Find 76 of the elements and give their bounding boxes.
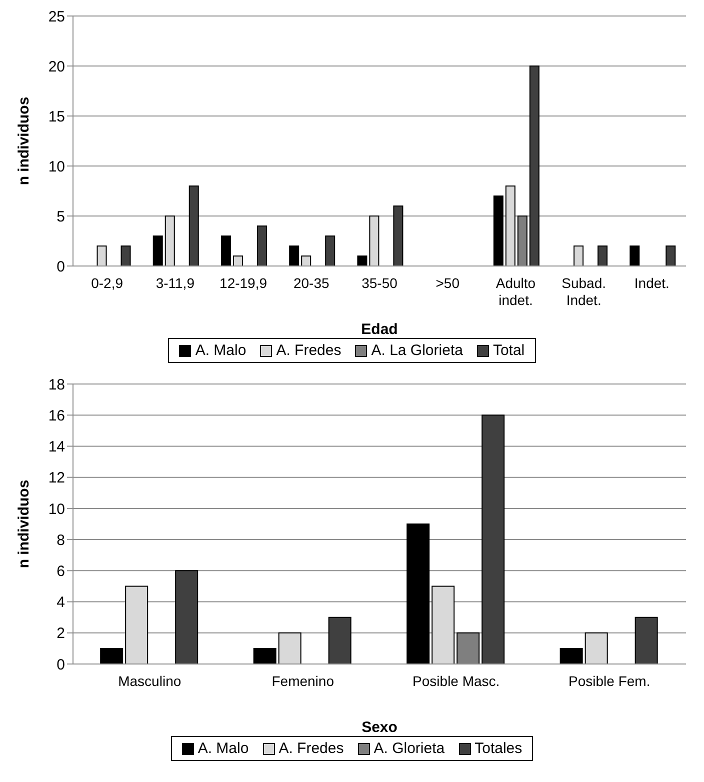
bar	[432, 586, 455, 664]
bar	[175, 570, 198, 664]
x-axis-title: Sexo	[362, 719, 398, 736]
legend-label: A. Glorieta	[372, 740, 445, 757]
x-axis-title: Edad	[361, 321, 398, 338]
bar	[256, 226, 267, 266]
legend-label: A. Malo	[194, 342, 246, 359]
legend-label: Total	[492, 342, 525, 359]
y-tick-label: 6	[56, 562, 65, 580]
bar	[125, 586, 148, 664]
bar	[517, 216, 528, 266]
legend-label: Totales	[474, 740, 522, 757]
bar	[357, 256, 368, 266]
bar	[634, 616, 658, 664]
y-tick-label: 15	[48, 108, 65, 126]
bar	[406, 524, 430, 664]
y-tick-label: 10	[48, 500, 65, 518]
y-tick-label: 20	[48, 58, 65, 76]
y-tick-label: 10	[48, 158, 65, 176]
bar	[456, 632, 480, 664]
y-tick-label: 14	[48, 438, 65, 456]
y-tick-label: 18	[48, 376, 65, 394]
bar	[278, 632, 302, 664]
x-tick-label: Adulto indet.	[496, 275, 536, 308]
bar	[630, 246, 640, 266]
bar	[493, 196, 504, 266]
bar	[120, 246, 131, 266]
x-tick-label: Posible Masc.	[412, 673, 500, 689]
bar	[328, 616, 352, 664]
bar	[220, 236, 231, 266]
y-tick-label: 8	[56, 532, 65, 549]
legend-label: A. Malo	[196, 740, 249, 757]
y-tick-label: 4	[56, 594, 65, 612]
y-tick-label: 0	[56, 656, 65, 674]
bar	[574, 246, 584, 266]
bar	[393, 206, 404, 266]
y-tick-label: 0	[56, 258, 65, 276]
y-tick-label: 5	[56, 208, 65, 226]
bar	[100, 648, 124, 664]
bar	[188, 186, 199, 266]
x-tick-label: Posible Fem.	[568, 673, 650, 689]
x-tick-label: 35-50	[362, 275, 398, 291]
bar	[369, 216, 380, 266]
y-tick-label: 16	[48, 407, 65, 424]
legend-label: A. La Glorieta	[370, 342, 463, 359]
x-tick-label: >50	[436, 275, 460, 291]
bar	[96, 246, 107, 266]
y-axis-title: n individuos	[15, 480, 32, 568]
bar	[301, 256, 312, 266]
bar	[598, 246, 608, 266]
y-tick-label: 25	[48, 8, 65, 26]
bar	[482, 414, 505, 664]
y-axis-title: n individuos	[15, 96, 32, 186]
bar	[529, 66, 540, 266]
bar	[232, 256, 243, 266]
bar	[560, 648, 583, 664]
bar	[253, 648, 276, 664]
legend-label: A. Fredes	[275, 342, 342, 359]
legend-label: A. Fredes	[278, 740, 344, 757]
x-tick-label: 12-19,9	[220, 275, 268, 291]
x-tick-label: Indet.	[634, 275, 670, 291]
y-tick-label: 12	[48, 470, 65, 487]
x-tick-label: Femenino	[272, 673, 334, 689]
x-tick-label: 3-11,9	[156, 275, 195, 291]
bar	[152, 236, 163, 266]
x-tick-label: 20-35	[293, 275, 330, 291]
bar	[584, 632, 608, 664]
x-tick-label: 0-2,9	[91, 275, 124, 291]
bar	[505, 186, 516, 266]
x-tick-label: Masculino	[118, 673, 182, 689]
bar	[164, 216, 175, 266]
x-tick-label: Subad. Indet.	[562, 275, 606, 308]
bar	[666, 246, 676, 266]
y-tick-label: 2	[56, 625, 65, 642]
bar	[289, 246, 300, 266]
bar	[325, 236, 336, 266]
